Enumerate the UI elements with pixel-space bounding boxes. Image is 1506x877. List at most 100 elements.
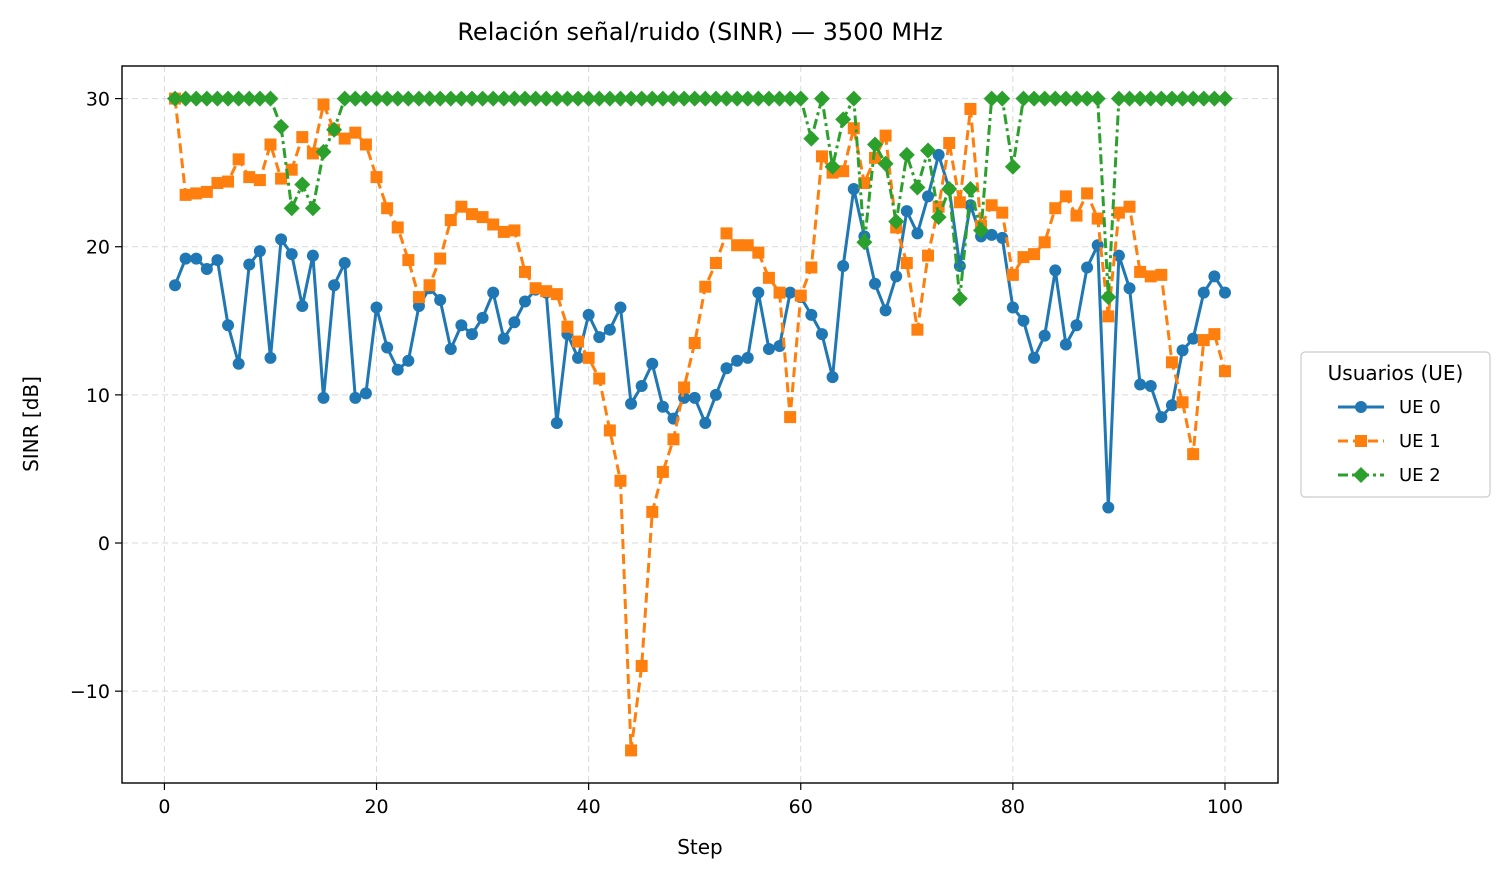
data-point <box>519 265 532 278</box>
data-point <box>909 179 926 196</box>
data-point <box>200 185 213 198</box>
data-point <box>1132 90 1149 107</box>
data-point <box>1121 90 1138 107</box>
data-point <box>688 391 701 404</box>
data-point <box>527 90 544 107</box>
y-tick-label: 0 <box>98 533 110 555</box>
data-point <box>296 299 309 312</box>
data-point <box>389 90 406 107</box>
data-point <box>1047 90 1064 107</box>
data-point <box>336 90 353 107</box>
data-point <box>538 90 555 107</box>
series-2 <box>167 90 1233 307</box>
y-axis-label: SINR [dB] <box>19 376 43 472</box>
data-point <box>930 209 947 226</box>
data-point <box>508 224 521 237</box>
data-point <box>349 391 362 404</box>
data-point <box>1070 319 1083 332</box>
data-point <box>253 245 266 258</box>
data-point <box>442 90 459 107</box>
plot-area-frame <box>121 65 1279 784</box>
data-point <box>667 433 680 446</box>
data-point <box>1206 90 1223 107</box>
data-point <box>1004 158 1021 175</box>
legend-label: UE 1 <box>1399 431 1441 452</box>
data-point <box>879 129 892 142</box>
data-point <box>317 98 330 111</box>
data-point <box>326 121 343 138</box>
data-point <box>476 311 489 324</box>
data-point <box>835 111 852 128</box>
data-point <box>962 180 979 197</box>
data-point <box>1176 344 1189 357</box>
data-point <box>222 175 235 188</box>
data-point <box>381 341 394 354</box>
data-point <box>1185 90 1202 107</box>
data-point <box>402 354 415 367</box>
data-point <box>911 227 924 240</box>
data-point <box>1038 329 1051 342</box>
data-point <box>603 424 616 437</box>
data-point <box>349 126 362 139</box>
data-point <box>200 262 213 275</box>
data-point <box>866 136 883 153</box>
legend-marker <box>1353 467 1369 483</box>
data-point <box>1165 356 1178 369</box>
data-point <box>837 259 850 272</box>
data-point <box>476 211 489 224</box>
data-point <box>741 351 754 364</box>
data-point <box>529 282 542 295</box>
data-point <box>487 218 500 231</box>
data-point <box>1068 90 1085 107</box>
data-point <box>317 391 330 404</box>
data-point <box>1070 209 1083 222</box>
x-axis-label: Step <box>677 835 723 859</box>
data-point <box>1006 268 1019 281</box>
data-point <box>644 90 661 107</box>
data-point <box>888 213 905 230</box>
data-point <box>262 90 279 107</box>
data-point <box>612 90 629 107</box>
data-point <box>973 222 990 239</box>
data-point <box>519 295 532 308</box>
data-point <box>623 90 640 107</box>
data-point <box>591 90 608 107</box>
legend-label: UE 0 <box>1399 397 1441 418</box>
data-point <box>455 319 468 332</box>
data-point <box>601 90 618 107</box>
data-point <box>1123 282 1136 295</box>
data-point <box>190 187 203 200</box>
data-point <box>922 249 935 262</box>
data-point <box>826 371 839 384</box>
legend-title: Usuarios (UE) <box>1328 361 1464 385</box>
data-point <box>646 357 659 370</box>
axis-ticks: 0 20 40 60 80 100 −10 0 10 20 30 <box>70 89 1243 818</box>
data-point <box>996 206 1009 219</box>
data-point <box>1187 448 1200 461</box>
data-point <box>264 138 277 151</box>
data-point <box>983 90 1000 107</box>
data-point <box>1187 332 1200 345</box>
data-point <box>1123 200 1136 213</box>
data-point <box>222 319 235 332</box>
data-point <box>1102 501 1115 514</box>
data-point <box>1091 212 1104 225</box>
data-point <box>994 90 1011 107</box>
data-point <box>275 172 288 185</box>
data-point <box>1144 379 1157 392</box>
data-point <box>1216 90 1233 107</box>
data-point <box>550 417 563 430</box>
data-point <box>211 254 224 267</box>
data-point <box>709 388 722 401</box>
data-point <box>911 323 924 336</box>
data-point <box>1197 334 1210 347</box>
data-point <box>357 90 374 107</box>
data-point <box>1110 90 1127 107</box>
data-point <box>370 171 383 184</box>
data-point <box>943 137 956 150</box>
data-point <box>1059 338 1072 351</box>
data-point <box>805 261 818 274</box>
data-point <box>243 258 256 271</box>
data-point <box>294 176 311 193</box>
data-point <box>920 142 937 159</box>
